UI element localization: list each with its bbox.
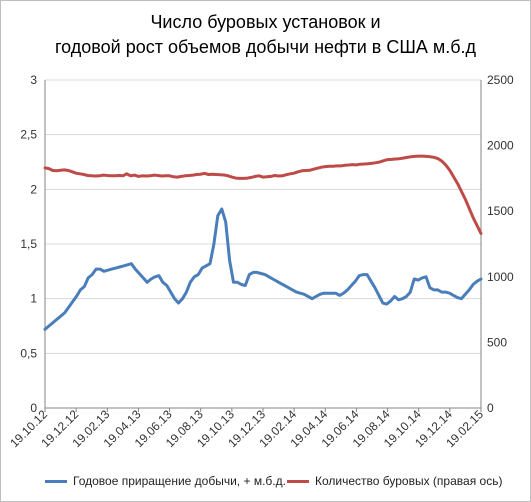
right-axis-tick-label: 2500 xyxy=(487,73,514,87)
chart-title: Число буровых установок и годовой рост о… xyxy=(0,10,531,60)
legend: Годовое приращение добычи, + м.б.д. Коли… xyxy=(0,474,531,496)
right-axis-tick-label: 0 xyxy=(487,401,494,415)
left-axis-tick-label: 0 xyxy=(30,401,37,415)
left-axis-tick-label: 2 xyxy=(30,182,37,196)
legend-item-production: Годовое приращение добычи, + м.б.д. xyxy=(45,474,286,488)
left-axis-tick-label: 0,5 xyxy=(20,346,37,360)
legend-label-rigs: Количество буровых (правая ось) xyxy=(315,474,503,488)
right-axis-tick-label: 1000 xyxy=(487,270,514,284)
chart-title-line-1: Число буровых установок и xyxy=(150,12,381,32)
right-axis-tick-label: 500 xyxy=(487,335,507,349)
left-axis-tick-label: 3 xyxy=(30,73,37,87)
left-axis-tick-label: 1 xyxy=(30,292,37,306)
series-line-rigs xyxy=(43,154,483,235)
legend-label-production: Годовое приращение добычи, + м.б.д. xyxy=(73,474,286,488)
series-line-production xyxy=(43,207,483,331)
left-axis-tick-label: 2,5 xyxy=(20,128,37,142)
chart-title-line-2: годовой рост объемов добычи нефти в США … xyxy=(54,37,477,57)
legend-item-rigs: Количество буровых (правая ось) xyxy=(287,474,502,488)
legend-swatch-rigs xyxy=(287,479,309,483)
right-axis-tick-label: 1500 xyxy=(487,204,514,218)
left-axis-tick-label: 1,5 xyxy=(20,237,37,251)
legend-swatch-production xyxy=(45,479,67,483)
right-axis-tick-label: 2000 xyxy=(487,139,514,153)
